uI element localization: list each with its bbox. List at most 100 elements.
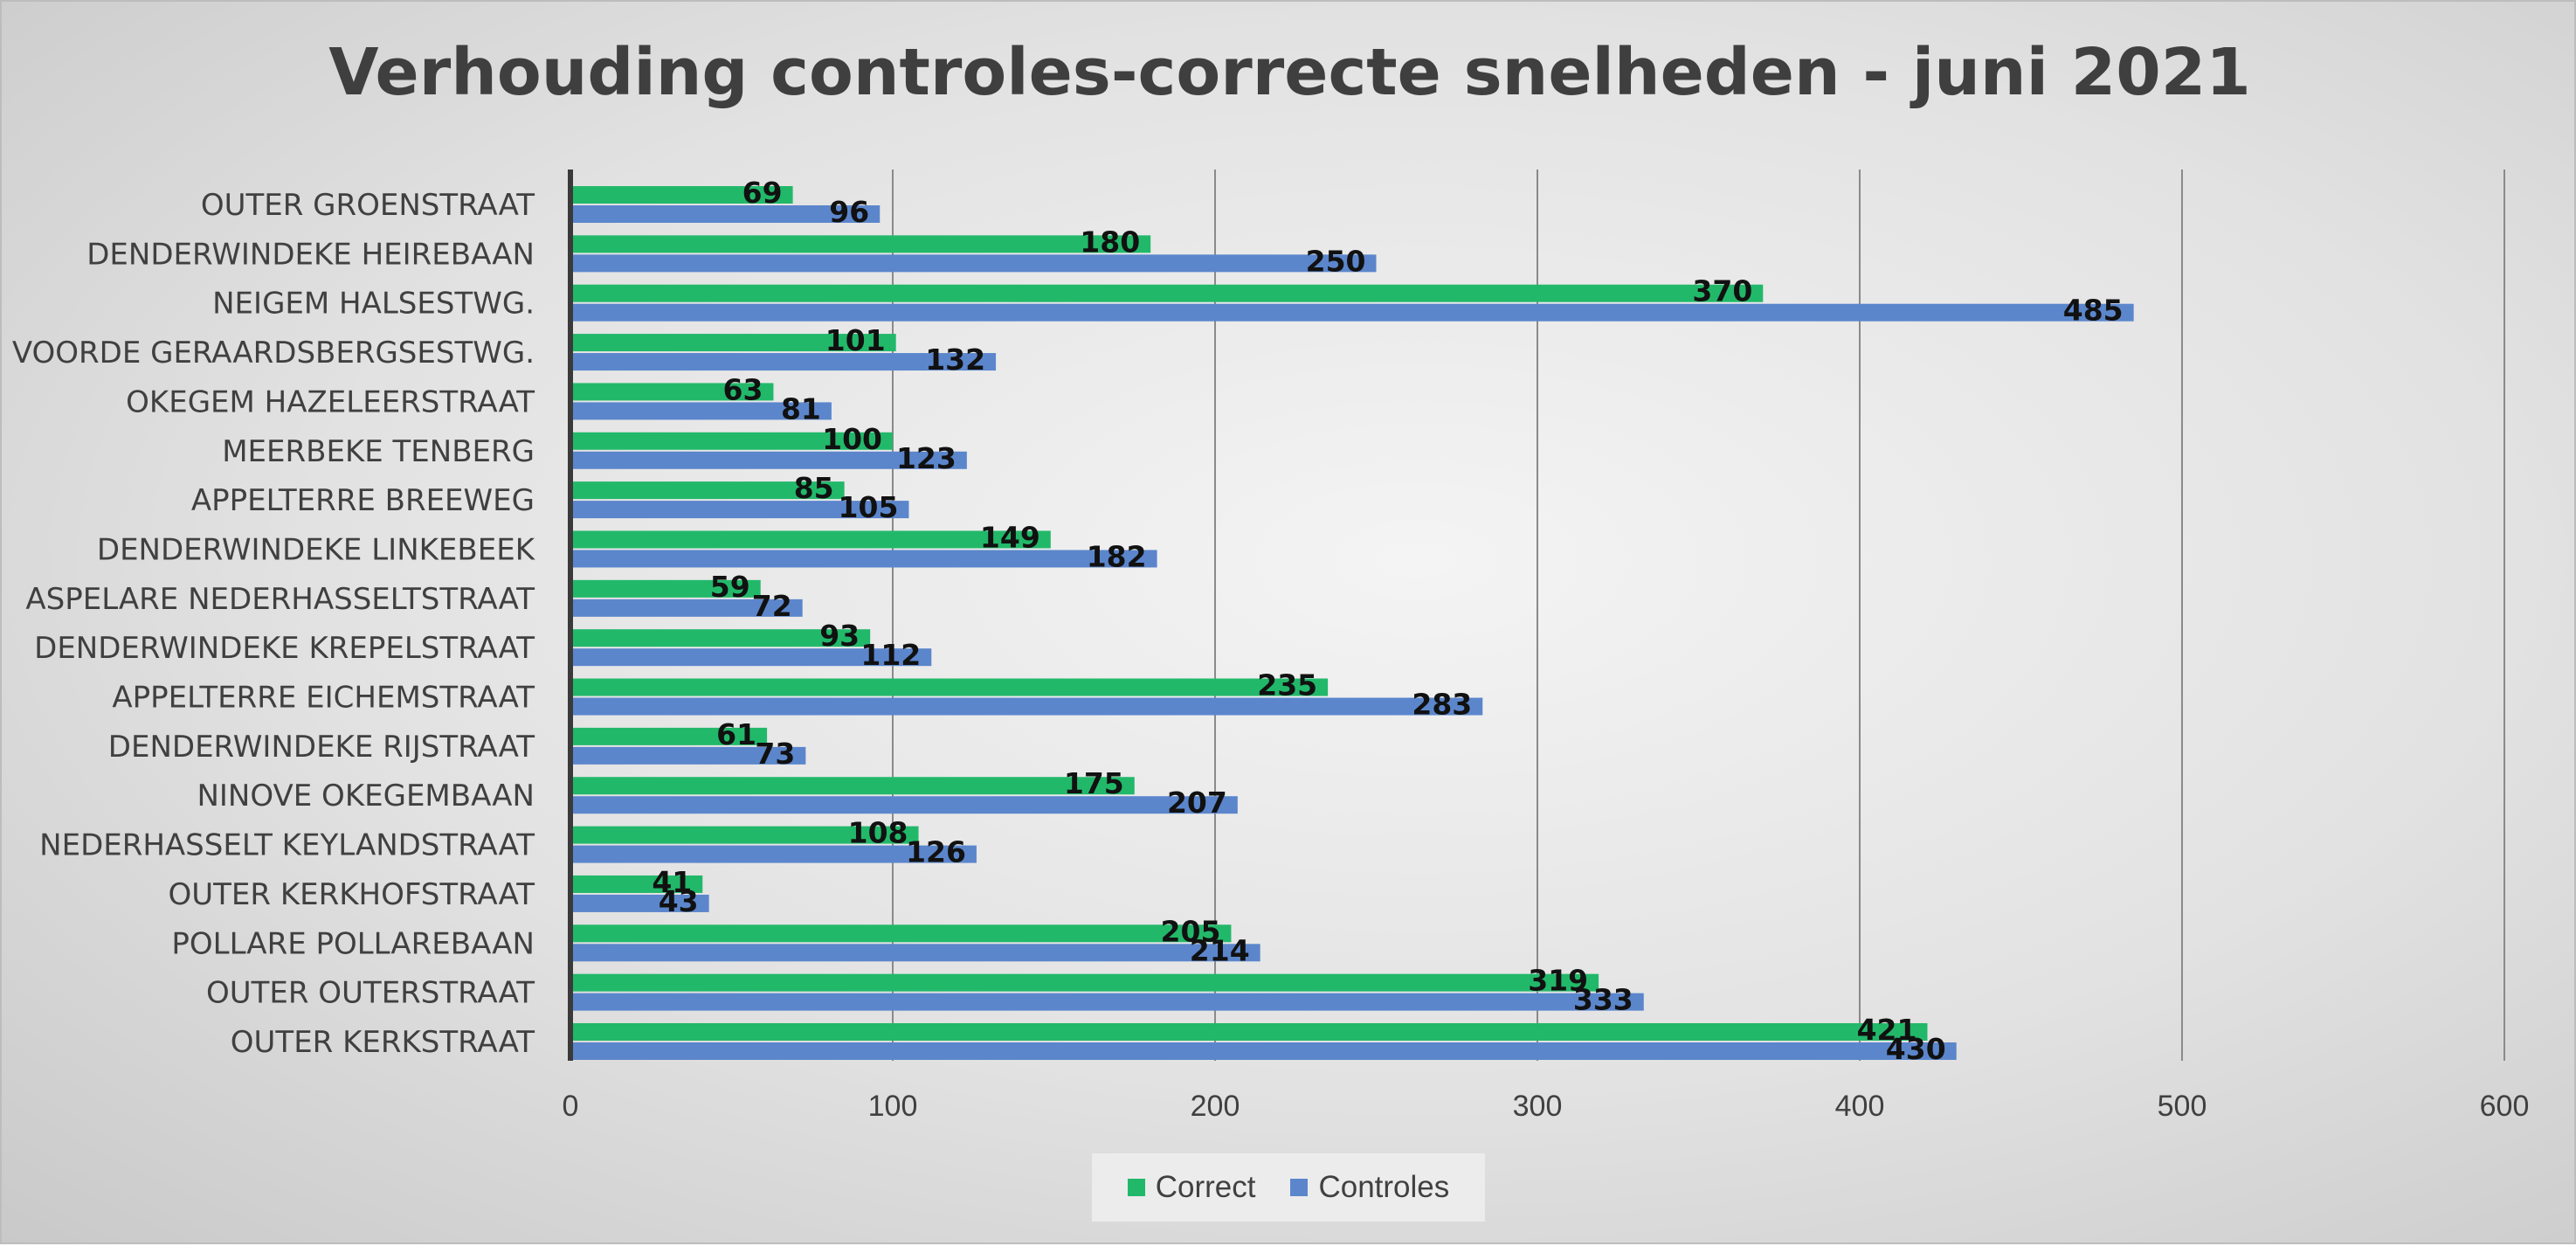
data-label-correct: 180 — [1080, 225, 1140, 259]
legend-label-controles: Controles — [1318, 1170, 1450, 1204]
data-label-controles: 105 — [839, 490, 899, 524]
bar-controles — [570, 205, 881, 223]
legend: Correct Controles — [1092, 1153, 1485, 1222]
data-label-correct: 41 — [652, 865, 692, 899]
y-category-label: DENDERWINDEKE KREPELSTRAAT — [34, 631, 535, 666]
y-category-label: OUTER OUTERSTRAAT — [206, 976, 535, 1011]
y-category-label: OUTER GROENSTRAAT — [201, 188, 535, 223]
data-label-controles: 112 — [860, 638, 921, 672]
bar-correct — [570, 481, 845, 500]
bar-controles — [570, 993, 1644, 1011]
bar-correct — [570, 678, 1329, 696]
data-label-controles: 123 — [896, 441, 957, 475]
bar-controles — [570, 697, 1483, 716]
data-label-controles: 250 — [1306, 244, 1366, 278]
bar-controles — [570, 845, 977, 863]
data-label-correct: 370 — [1692, 274, 1752, 308]
legend-swatch-correct — [1127, 1179, 1145, 1196]
data-label-controles: 73 — [755, 737, 795, 771]
data-label-controles: 132 — [925, 343, 985, 377]
bar-controles — [570, 944, 1260, 962]
bar-correct — [570, 383, 774, 401]
data-label-correct: 63 — [723, 372, 763, 406]
data-label-correct: 108 — [848, 816, 908, 850]
x-tick-label: 400 — [1835, 1090, 1885, 1123]
y-category-label: DENDERWINDEKE RIJSTRAAT — [108, 730, 535, 765]
y-category-label: APPELTERRE EICHEMSTRAAT — [112, 681, 535, 716]
bar-correct — [570, 826, 919, 844]
bar-correct — [570, 530, 1051, 549]
bar-controles — [570, 648, 932, 667]
data-label-correct: 93 — [819, 619, 860, 653]
bar-correct — [570, 924, 1232, 943]
bar-correct — [570, 186, 793, 204]
bar-controles — [570, 254, 1377, 273]
y-category-label: DENDERWINDEKE LINKEBEEK — [97, 532, 536, 567]
data-label-controles: 126 — [906, 835, 966, 869]
bar-correct — [570, 284, 1764, 302]
bar-controles — [570, 501, 909, 519]
y-category-label: APPELTERRE BREEWEG — [191, 483, 535, 518]
bar-controles — [570, 303, 2134, 322]
x-tick-label: 500 — [2158, 1090, 2207, 1123]
y-category-label: OKEGEM HAZELEERSTRAAT — [126, 384, 535, 419]
data-label-correct: 421 — [1857, 1013, 1917, 1047]
data-label-correct: 59 — [710, 570, 750, 604]
legend-item-controles[interactable]: Controles — [1290, 1170, 1449, 1205]
y-category-label: NEDERHASSELT KEYLANDSTRAAT — [39, 828, 535, 863]
legend-swatch-controles — [1290, 1179, 1309, 1196]
bar-correct — [570, 1023, 1928, 1041]
data-label-controles: 283 — [1412, 688, 1472, 722]
data-label-controles: 214 — [1190, 933, 1250, 967]
data-label-controles: 182 — [1087, 539, 1147, 573]
bar-controles — [570, 353, 997, 371]
bar-controles — [570, 1042, 1957, 1060]
data-label-correct: 61 — [716, 717, 756, 751]
legend-label-correct: Correct — [1155, 1170, 1256, 1204]
x-tick-label: 300 — [1513, 1090, 1563, 1123]
chart-title: Verhouding controles-correcte snelheden … — [328, 35, 2251, 110]
bar-controles — [570, 402, 832, 420]
data-label-correct: 319 — [1528, 964, 1588, 998]
bar-controles — [570, 550, 1157, 568]
bar-correct — [570, 727, 768, 745]
x-tick-label: 600 — [2480, 1090, 2530, 1123]
bar-correct — [570, 875, 703, 893]
data-label-correct: 175 — [1064, 766, 1124, 800]
x-tick-label: 200 — [1191, 1090, 1240, 1123]
data-label-controles: 96 — [829, 195, 869, 229]
data-label-controles: 43 — [659, 884, 699, 918]
bar-correct — [570, 973, 1599, 992]
data-label-controles: 72 — [752, 589, 792, 623]
bar-controles — [570, 451, 967, 469]
data-label-correct: 85 — [794, 471, 834, 505]
x-tick-label: 100 — [868, 1090, 918, 1123]
bar-correct — [570, 334, 896, 352]
data-label-correct: 69 — [742, 176, 783, 210]
data-label-correct: 100 — [822, 422, 882, 456]
data-label-controles: 207 — [1167, 786, 1227, 820]
y-category-label: NINOVE OKEGEMBAAN — [197, 779, 535, 813]
bar-correct — [570, 777, 1135, 795]
y-category-label: OUTER KERKSTRAAT — [231, 1025, 535, 1060]
data-label-controles: 333 — [1573, 983, 1633, 1017]
y-category-label: VOORDE GERAARDSBERGSESTWG. — [12, 336, 535, 370]
data-label-correct: 205 — [1161, 914, 1221, 948]
bar-controles — [570, 894, 709, 912]
legend-item-correct[interactable]: Correct — [1127, 1170, 1256, 1205]
y-category-label: POLLARE POLLAREBAAN — [171, 926, 535, 961]
y-category-label: ASPELARE NEDERHASSELTSTRAAT — [25, 582, 535, 617]
y-category-label: DENDERWINDEKE HEIREBAAN — [86, 237, 535, 272]
x-tick-label: 0 — [563, 1090, 579, 1123]
data-label-correct: 149 — [980, 520, 1040, 554]
bar-correct — [570, 432, 893, 450]
bar-correct — [570, 629, 871, 647]
data-label-controles: 485 — [2063, 294, 2124, 328]
data-label-correct: 101 — [825, 323, 886, 357]
bar-correct — [570, 579, 761, 598]
data-label-controles: 81 — [781, 391, 821, 426]
bar-controles — [570, 796, 1238, 814]
bar-controles — [570, 746, 806, 765]
